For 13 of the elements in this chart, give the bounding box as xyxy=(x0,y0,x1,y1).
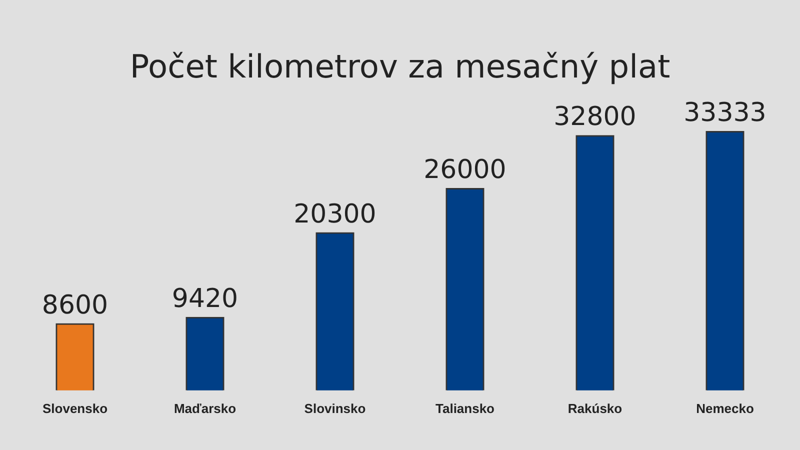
x-tick-label: Nemecko xyxy=(696,400,754,416)
data-label: 33333 xyxy=(684,98,766,128)
x-tick-label: Slovinsko xyxy=(304,400,366,416)
x-tick-label: Taliansko xyxy=(435,400,495,416)
x-tick-label: Maďarsko xyxy=(174,400,236,416)
data-label: 32800 xyxy=(554,102,636,132)
chart-title: Počet kilometrov za mesačný plat xyxy=(130,48,670,86)
data-label: 20300 xyxy=(294,199,376,230)
x-tick-label: Slovensko xyxy=(42,400,108,416)
data-label: 26000 xyxy=(424,155,506,186)
data-label: 9420 xyxy=(172,284,238,314)
x-tick-label: Rakúsko xyxy=(568,400,622,416)
data-label: 8600 xyxy=(42,290,108,320)
